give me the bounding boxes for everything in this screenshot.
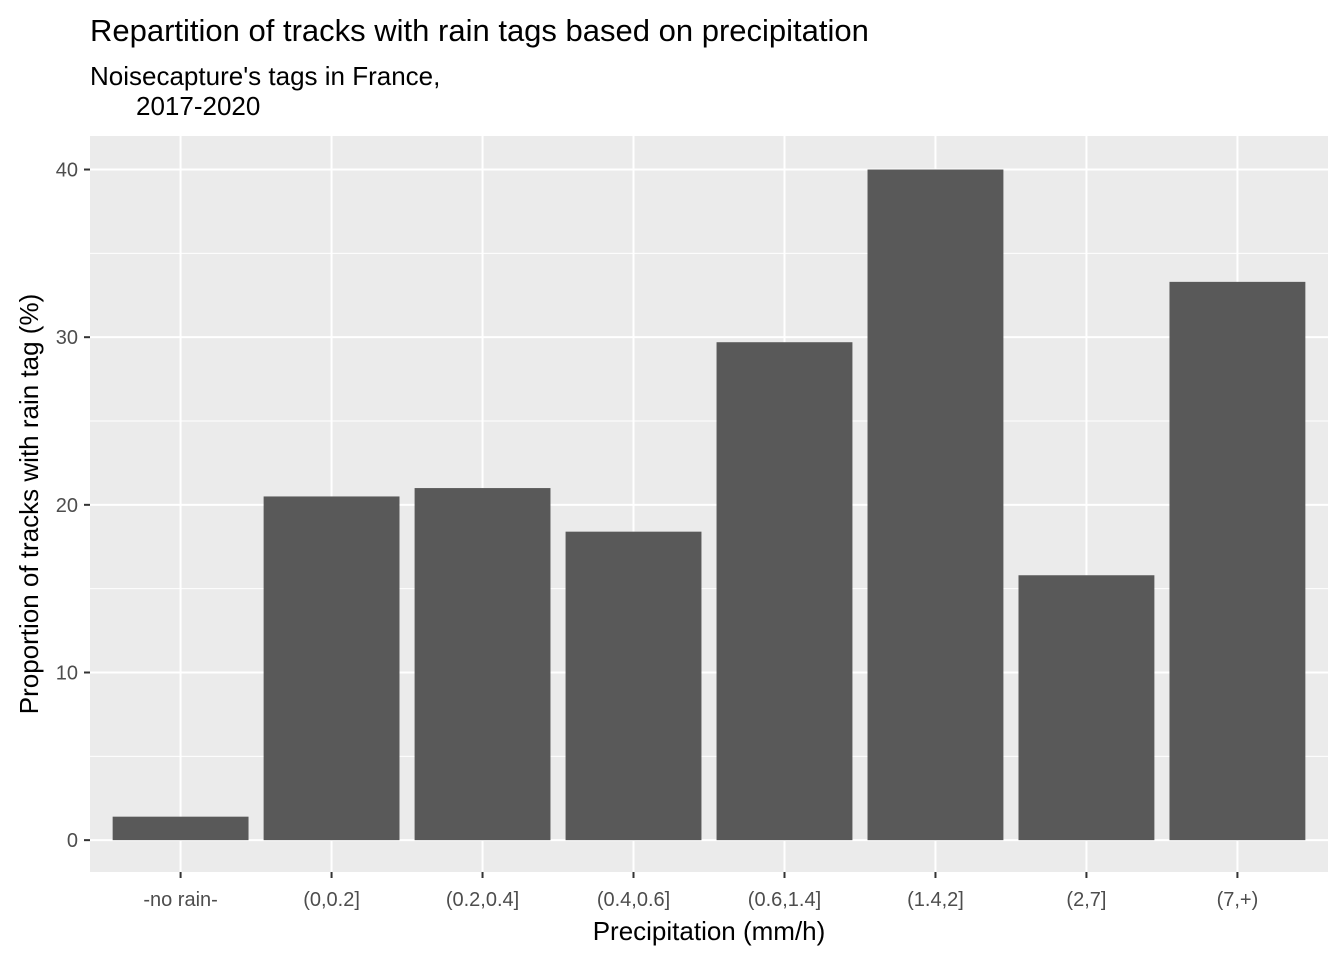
y-tick-label: 0 — [67, 830, 78, 852]
chart-title: Repartition of tracks with rain tags bas… — [90, 13, 869, 48]
y-tick-label: 10 — [56, 662, 78, 684]
y-tick-label: 30 — [56, 327, 78, 349]
y-axis: 0 10 20 30 40 — [56, 160, 90, 852]
bars — [112, 169, 1306, 841]
x-tick-label: (0.6,1.4] — [748, 889, 821, 911]
x-tick-label: (2,7] — [1066, 889, 1106, 911]
y-tick-label: 20 — [56, 495, 78, 517]
x-tick-label: (0,0.2] — [303, 889, 360, 911]
bar — [112, 816, 249, 841]
y-axis-title: Proportion of tracks with rain tag (%) — [14, 294, 44, 715]
x-tick-label: (1.4,2] — [907, 889, 964, 911]
bar — [867, 169, 1004, 841]
bar — [1169, 281, 1306, 841]
chart-subtitle-line-2: 2017-2020 — [136, 91, 260, 121]
bar — [1018, 575, 1155, 841]
y-tick-label: 40 — [56, 160, 78, 182]
x-tick-label: -no rain- — [143, 889, 217, 911]
x-tick-label: (0.4,0.6] — [597, 889, 670, 911]
x-axis-title: Precipitation (mm/h) — [593, 916, 826, 946]
x-tick-label: (0.2,0.4] — [446, 889, 519, 911]
chart-subtitle-line-1: Noisecapture's tags in France, — [90, 61, 440, 91]
x-axis: -no rain- (0,0.2] (0.2,0.4] (0.4,0.6] (0.6,1… — [143, 872, 1258, 911]
bar — [414, 488, 551, 841]
bar — [716, 342, 853, 841]
bar — [263, 496, 400, 841]
bar — [565, 531, 702, 841]
x-tick-label: (7,+) — [1217, 889, 1259, 911]
